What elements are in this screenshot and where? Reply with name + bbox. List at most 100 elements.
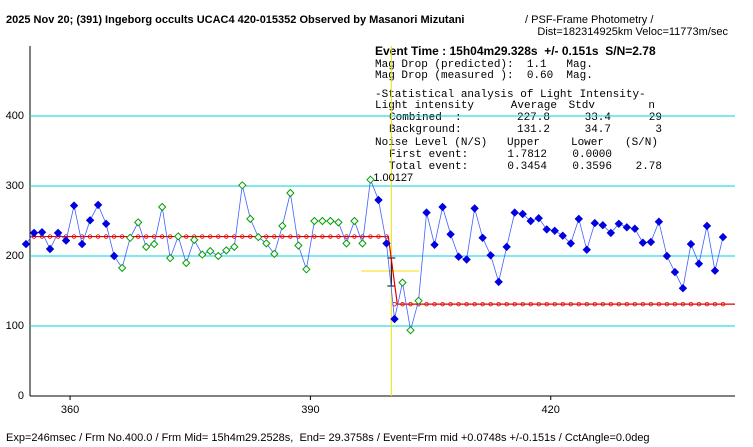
model-point: [408, 301, 413, 307]
model-point: [159, 234, 165, 239]
data-point: [214, 251, 223, 261]
data-point: [406, 325, 415, 335]
noise-header: Noise Level (N/S): [375, 137, 487, 149]
data-point: [638, 238, 648, 247]
model-point: [528, 301, 533, 307]
data-point: [165, 253, 175, 263]
model-point: [95, 234, 101, 239]
model-point: [544, 301, 549, 307]
model-point: [504, 301, 509, 307]
data-point: [702, 221, 712, 231]
model-point: [440, 301, 445, 307]
y-tick-label: 300: [6, 180, 24, 192]
model-point: [696, 301, 702, 307]
data-point: [174, 232, 183, 241]
stats-stdv: 34.7: [585, 124, 611, 136]
data-point: [206, 246, 215, 256]
data-point: [125, 233, 135, 243]
data-point: [534, 213, 543, 223]
data-point: [462, 255, 471, 264]
model-point: [272, 234, 277, 239]
model-point: [232, 234, 237, 239]
data-point: [318, 216, 327, 226]
data-point: [342, 239, 351, 248]
model-point: [328, 234, 333, 239]
y-tick-label: 200: [6, 250, 24, 262]
model-point: [264, 234, 269, 239]
data-point: [133, 218, 143, 227]
noise-cell: 0.3596: [572, 161, 612, 173]
data-point: [366, 175, 375, 184]
data-point: [470, 204, 479, 213]
data-point: [157, 202, 167, 212]
data-point: [286, 188, 295, 198]
chart-subtitle: / PSF-Frame Photometry /: [522, 14, 654, 26]
data-point: [85, 216, 95, 225]
noise-cell: First event:: [389, 149, 468, 161]
data-point: [230, 242, 239, 252]
noise-cell: 0.3454: [507, 161, 547, 173]
data-point: [686, 239, 696, 249]
model-point: [608, 301, 614, 307]
data-point: [654, 217, 664, 226]
data-point: [526, 216, 535, 226]
data-point: [270, 249, 279, 259]
event-time: Event Time : 15h04m29.328s +/- 0.151s S/…: [375, 44, 656, 58]
stats-average: 227.8: [517, 112, 550, 124]
model-point: [712, 301, 718, 307]
data-point: [37, 227, 47, 237]
data-point: [61, 236, 71, 245]
model-point: [720, 301, 726, 307]
model-point: [216, 234, 221, 239]
data-point: [149, 239, 159, 249]
model-point: [616, 301, 622, 307]
stats-title: -Statistical analysis of Light Intensity…: [375, 89, 646, 101]
noise-cell: Total event:: [389, 161, 468, 173]
model-point: [704, 301, 710, 307]
model-point: [200, 234, 205, 239]
stats-header: Light intensity: [375, 100, 474, 112]
model-point: [143, 234, 149, 239]
model-point: [336, 234, 341, 239]
data-point: [550, 226, 559, 236]
data-point: [374, 195, 383, 205]
model-point: [672, 301, 678, 307]
noise-cell: 2.78: [636, 161, 662, 173]
model-point: [560, 301, 565, 307]
model-point: [456, 301, 461, 307]
data-point: [101, 219, 111, 229]
model-point: [320, 234, 325, 239]
stats-header: Average: [511, 100, 557, 112]
mag-drop: Mag Drop (measured ): 0.60 Mag.: [375, 70, 593, 82]
model-point: [688, 301, 694, 307]
data-point: [622, 223, 632, 232]
model-point: [432, 301, 437, 307]
data-point: [646, 237, 656, 247]
model-point: [576, 301, 581, 307]
model-point: [111, 234, 117, 239]
model-point: [103, 234, 109, 239]
model-point: [312, 234, 317, 239]
data-point: [198, 250, 207, 259]
data-point: [662, 251, 672, 261]
model-point: [360, 234, 365, 239]
data-point: [430, 240, 439, 250]
data-point: [614, 219, 624, 229]
data-point: [302, 265, 311, 274]
model-point: [624, 301, 630, 307]
model-point: [680, 301, 686, 307]
data-point: [414, 296, 423, 306]
stats-n: 3: [655, 124, 662, 136]
data-point: [350, 216, 359, 226]
y-tick-label: 100: [6, 320, 24, 332]
y-tick-label: 400: [6, 110, 24, 122]
model-point: [87, 234, 93, 239]
data-point: [334, 218, 343, 227]
noise-header: Lower: [571, 137, 604, 149]
model-point: [424, 301, 429, 307]
noise-header: (S/N): [625, 137, 658, 149]
data-point: [670, 267, 680, 277]
model-point: [552, 301, 557, 307]
model-point: [368, 234, 373, 239]
